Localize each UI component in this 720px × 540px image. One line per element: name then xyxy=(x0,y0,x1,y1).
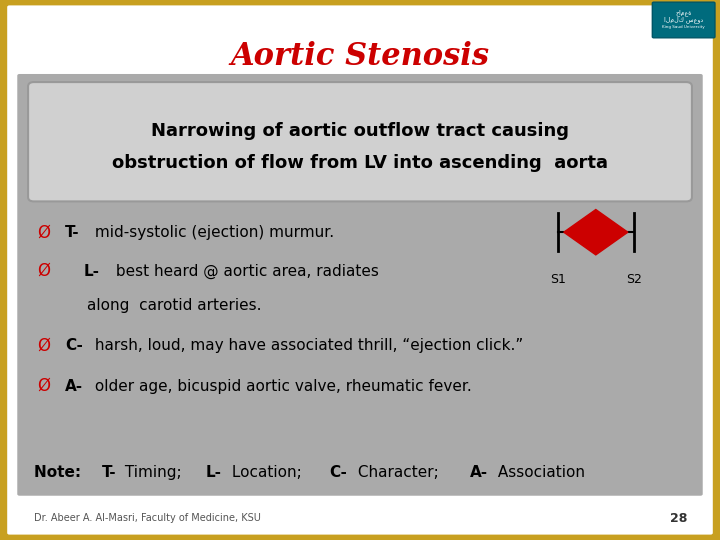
Text: harsh, loud, may have associated thrill, “ejection click.”: harsh, loud, may have associated thrill,… xyxy=(90,338,523,353)
FancyBboxPatch shape xyxy=(17,74,703,496)
Text: Aortic Stenosis: Aortic Stenosis xyxy=(230,41,490,72)
Polygon shape xyxy=(564,210,628,255)
Text: S2: S2 xyxy=(626,273,642,286)
Text: حامعة: حامعة xyxy=(675,9,692,16)
Text: mid-systolic (ejection) murmur.: mid-systolic (ejection) murmur. xyxy=(90,225,334,240)
Text: obstruction of flow from LV into ascending  aorta: obstruction of flow from LV into ascendi… xyxy=(112,154,608,172)
Text: King Saud University: King Saud University xyxy=(662,25,705,29)
Text: T-: T- xyxy=(65,225,79,240)
Text: Ø: Ø xyxy=(37,377,50,395)
Text: Narrowing of aortic outflow tract causing: Narrowing of aortic outflow tract causin… xyxy=(151,122,569,140)
Text: 28: 28 xyxy=(670,512,688,525)
Text: Dr. Abeer A. Al-Masri, Faculty of Medicine, KSU: Dr. Abeer A. Al-Masri, Faculty of Medici… xyxy=(34,514,261,523)
Text: Ø: Ø xyxy=(37,262,50,280)
Text: Note:: Note: xyxy=(34,465,86,480)
Text: C-: C- xyxy=(330,465,347,480)
Text: along  carotid arteries.: along carotid arteries. xyxy=(87,298,261,313)
Text: Timing;: Timing; xyxy=(120,465,186,480)
Text: Location;: Location; xyxy=(227,465,307,480)
Text: L-: L- xyxy=(206,465,222,480)
FancyBboxPatch shape xyxy=(652,2,715,38)
Text: الملك سعود: الملك سعود xyxy=(664,17,703,23)
Text: older age, bicuspid aortic valve, rheumatic fever.: older age, bicuspid aortic valve, rheuma… xyxy=(90,379,472,394)
Text: Ø: Ø xyxy=(37,336,50,355)
Text: Ø: Ø xyxy=(37,223,50,241)
Text: L-: L- xyxy=(84,264,99,279)
Text: C-: C- xyxy=(65,338,83,353)
Text: Character;: Character; xyxy=(353,465,444,480)
Text: best heard @ aortic area, radiates: best heard @ aortic area, radiates xyxy=(111,264,379,279)
FancyBboxPatch shape xyxy=(28,82,692,201)
Text: A-: A- xyxy=(65,379,83,394)
Text: A-: A- xyxy=(469,465,487,480)
Text: T-: T- xyxy=(102,465,116,480)
Text: S1: S1 xyxy=(550,273,566,286)
FancyBboxPatch shape xyxy=(7,5,713,535)
Text: Association: Association xyxy=(493,465,585,480)
